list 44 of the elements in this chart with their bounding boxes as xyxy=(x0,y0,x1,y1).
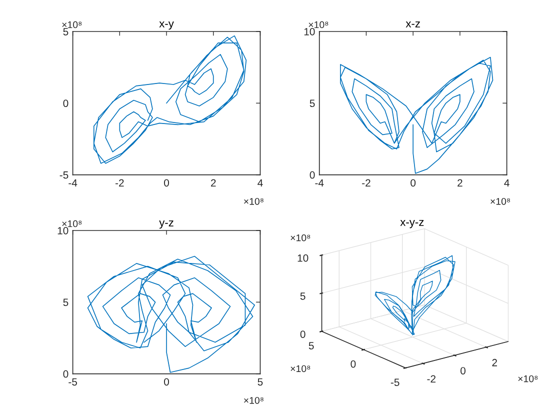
line-series xyxy=(340,56,494,174)
x-tick-label: 5 xyxy=(258,378,263,386)
text: ×10⁸ xyxy=(490,198,510,205)
text: 2 xyxy=(492,358,497,366)
chart-title: x-y xyxy=(159,21,174,30)
chart-title: x-z xyxy=(406,21,420,28)
text: x-y-z xyxy=(400,220,424,228)
x-tick-label: 2 xyxy=(211,179,216,187)
text: 0 xyxy=(350,360,356,368)
y-tick-label: 5 xyxy=(63,298,68,306)
text: ×10⁸ xyxy=(244,198,264,205)
text: ×10⁸ xyxy=(308,21,328,28)
x-tick-label: -5 xyxy=(68,378,77,386)
text: 0 xyxy=(460,367,466,374)
text: ×10⁸ xyxy=(518,375,538,382)
y-tick-label: 10 xyxy=(58,226,68,234)
chart-title: y-z xyxy=(159,220,174,229)
y-tick-label: 0 xyxy=(310,171,315,179)
x-tick-label: 2 xyxy=(458,179,462,187)
y-tick-label: -5 xyxy=(60,171,68,179)
x-tick-label: -4 xyxy=(315,179,324,187)
text: 5 xyxy=(300,292,306,300)
x-tick-label: -2 xyxy=(362,179,370,187)
x-tick-label: 0 xyxy=(164,378,170,386)
text: ×10⁸ xyxy=(290,365,310,372)
text: ×10⁸ xyxy=(62,21,82,28)
x-tick-label: -2 xyxy=(115,179,124,187)
line-series xyxy=(87,256,256,373)
y-tick-label: 0 xyxy=(63,370,68,378)
x-tick-label: 0 xyxy=(164,179,170,187)
x-tick-label: 4 xyxy=(258,179,263,187)
y-tick-label: 5 xyxy=(310,100,315,108)
text: ×10⁸ xyxy=(62,220,82,228)
text: ×10⁸ xyxy=(244,396,264,404)
y-tick-label: 10 xyxy=(304,28,315,36)
x-tick-label: -4 xyxy=(68,179,78,187)
y-tick-label: 0 xyxy=(63,100,68,108)
y-tick-label: 5 xyxy=(63,28,68,36)
text: ×10⁸ xyxy=(290,234,310,242)
x-tick-label: 0 xyxy=(410,179,416,187)
line-series xyxy=(93,35,247,164)
text: 10 xyxy=(298,254,308,262)
x-tick-label: 4 xyxy=(504,179,510,187)
text: 0 xyxy=(300,330,306,338)
